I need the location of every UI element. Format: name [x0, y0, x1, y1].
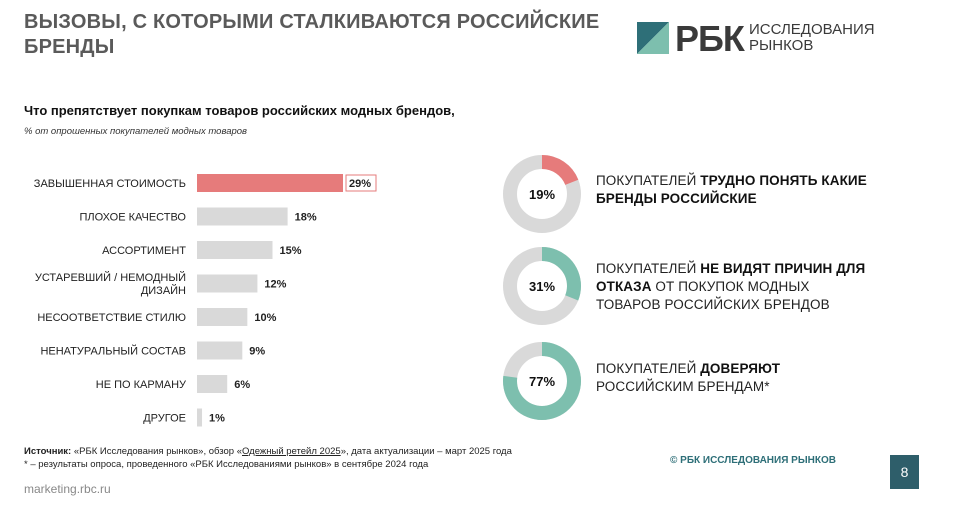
- donut-statement-0: ПОКУПАТЕЛЕЙ ТРУДНО ПОНЯТЬ КАКИЕ БРЕНДЫ Р…: [596, 172, 871, 208]
- source-text-1: «РБК Исследования рынков», обзор «: [71, 446, 242, 457]
- donut-chart-1: 31%: [503, 247, 581, 325]
- statement-highlight: ДОВЕРЯЮТ: [700, 361, 781, 376]
- source-line: Источник: «РБК Исследования рынков», обз…: [24, 445, 512, 458]
- chart-subtitle: % от опрошенных покупателей модных товар…: [24, 126, 248, 137]
- logo-main-text: РБК: [675, 18, 745, 59]
- donut-label-0: 19%: [529, 187, 555, 202]
- bar-0: [197, 174, 343, 192]
- statement-rest: РОССИЙСКИМ БРЕНДАМ*: [596, 379, 770, 394]
- source-text-2: », дата актуализации – март 2025 года: [340, 446, 512, 457]
- statement-prefix: ПОКУПАТЕЛЕЙ: [596, 361, 701, 376]
- donut-label-1: 31%: [529, 279, 555, 294]
- logo-sub-line-2: РЫНКОВ: [749, 37, 814, 54]
- value-label-2: 15%: [280, 245, 302, 257]
- value-label-0: 29%: [349, 178, 371, 190]
- page-number: 8: [890, 455, 919, 489]
- category-label-6: НЕ ПО КАРМАНУ: [96, 379, 187, 391]
- statement-prefix: ПОКУПАТЕЛЕЙ: [596, 173, 701, 188]
- value-label-5: 9%: [249, 346, 265, 358]
- value-label-1: 18%: [295, 212, 317, 224]
- value-label-6: 6%: [234, 379, 250, 391]
- bar-3: [197, 274, 258, 293]
- chart-title: Что препятствует покупкам товаров россий…: [24, 103, 455, 118]
- donut-statement-1: ПОКУПАТЕЛЕЙ НЕ ВИДЯТ ПРИЧИН ДЛЯ ОТКАЗА О…: [596, 260, 866, 314]
- value-label-3: 12%: [264, 279, 286, 291]
- statement-highlight: ТРУДНО ПОНЯТЬ КАКИЕ БРЕНДЫ РОССИЙСКИЕ: [596, 173, 867, 206]
- donut-statement-2: ПОКУПАТЕЛЕЙ ДОВЕРЯЮТ РОССИЙСКИМ БРЕНДАМ*: [596, 360, 796, 396]
- donut-arc-2: [503, 342, 581, 420]
- category-label-2: АССОРТИМЕНТ: [102, 245, 186, 257]
- bar-1: [197, 207, 288, 226]
- statement-prefix: ПОКУПАТЕЛЕЙ: [596, 261, 701, 276]
- bar-2: [197, 241, 273, 259]
- category-label-4: НЕСООТВЕТСТВИЕ СТИЛЮ: [37, 312, 186, 324]
- donut-arc-0: [503, 155, 581, 233]
- category-label-5: НЕНАТУРАЛЬНЫЙ СОСТАВ: [40, 345, 186, 358]
- logo-mark-icon: [637, 22, 669, 54]
- statement-rest: ОТ ПОКУПОК МОДНЫХ ТОВАРОВ РОССИЙСКИХ БРЕ…: [596, 279, 830, 312]
- bar-5: [197, 341, 243, 360]
- logo-sub-text: ИССЛЕДОВАНИЯ РЫНКОВ: [749, 22, 875, 54]
- page-title: ВЫЗОВЫ, С КОТОРЫМИ СТАЛКИВАЮТСЯ РОССИЙСК…: [24, 11, 600, 58]
- copyright: © РБК ИССЛЕДОВАНИЯ РЫНКОВ: [670, 455, 836, 466]
- value-label-4: 10%: [254, 312, 276, 324]
- bar-6: [197, 375, 228, 393]
- bar-4: [197, 308, 248, 326]
- source-note: Источник: «РБК Исследования рынков», обз…: [24, 445, 512, 471]
- donut-label-2: 77%: [529, 374, 555, 389]
- value-label-box-0: [345, 174, 377, 192]
- bar-chart: ЗАВЫШЕННАЯ СТОИМОСТЬ 29% ПЛОХОЕ КАЧЕСТВО 18…: [34, 174, 377, 427]
- footer-url[interactable]: marketing.rbc.ru: [24, 482, 111, 496]
- value-label-7: 1%: [209, 413, 225, 425]
- rbk-logo: РБК ИССЛЕДОВАНИЯ РЫНКОВ: [637, 18, 877, 60]
- category-label-0: ЗАВЫШЕННАЯ СТОИМОСТЬ: [34, 178, 186, 190]
- bar-7: [197, 408, 203, 427]
- source-link[interactable]: Одежный ретейл 2025: [242, 446, 341, 457]
- source-footnote: * – результаты опроса, проведенного «РБК…: [24, 459, 429, 470]
- donut-arc-1: [503, 247, 581, 325]
- donut-chart-2: 77%: [503, 342, 581, 420]
- donut-chart-0: 19%: [503, 155, 581, 233]
- category-label-7: ДРУГОЕ: [143, 413, 186, 425]
- statement-highlight: НЕ ВИДЯТ ПРИЧИН ДЛЯ ОТКАЗА: [596, 261, 866, 294]
- category-label-3: УСТАРЕВШИЙ / НЕМОДНЫЙ ДИЗАЙН: [35, 271, 186, 297]
- category-label-1: ПЛОХОЕ КАЧЕСТВО: [80, 212, 187, 224]
- logo-sub-line-1: ИССЛЕДОВАНИЯ: [749, 21, 875, 38]
- source-label: Источник:: [24, 446, 72, 457]
